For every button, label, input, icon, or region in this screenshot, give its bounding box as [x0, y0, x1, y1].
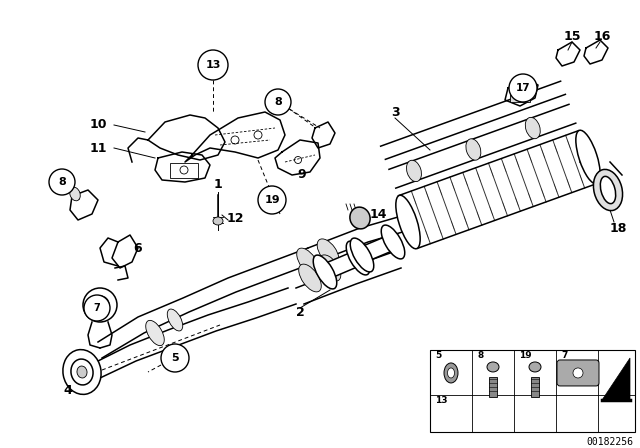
Ellipse shape: [573, 368, 583, 378]
Text: 6: 6: [134, 241, 142, 254]
Text: 1: 1: [214, 178, 222, 191]
Ellipse shape: [466, 139, 481, 160]
Circle shape: [49, 169, 75, 195]
FancyBboxPatch shape: [510, 88, 530, 102]
Ellipse shape: [487, 362, 499, 372]
Polygon shape: [321, 251, 362, 279]
Ellipse shape: [63, 349, 101, 394]
Ellipse shape: [396, 195, 420, 249]
Polygon shape: [358, 235, 397, 262]
Text: 18: 18: [609, 221, 627, 234]
Circle shape: [84, 295, 110, 321]
Ellipse shape: [406, 160, 422, 181]
FancyBboxPatch shape: [531, 377, 539, 397]
FancyBboxPatch shape: [557, 360, 599, 386]
Ellipse shape: [299, 264, 321, 292]
Ellipse shape: [600, 177, 616, 204]
Circle shape: [265, 89, 291, 115]
Text: 13: 13: [435, 396, 447, 405]
Circle shape: [509, 74, 537, 102]
Ellipse shape: [91, 296, 109, 314]
Ellipse shape: [83, 288, 117, 322]
Text: 17: 17: [516, 83, 531, 93]
Text: 14: 14: [369, 208, 387, 221]
Text: 00182256: 00182256: [586, 437, 633, 447]
Text: 4: 4: [63, 383, 72, 396]
Ellipse shape: [71, 359, 93, 385]
FancyBboxPatch shape: [430, 350, 635, 432]
Text: 12: 12: [227, 211, 244, 224]
Ellipse shape: [167, 309, 183, 331]
Text: 5: 5: [171, 353, 179, 363]
Ellipse shape: [213, 217, 223, 225]
Text: 8: 8: [58, 177, 66, 187]
Ellipse shape: [297, 248, 319, 276]
Text: 19: 19: [519, 351, 532, 360]
Ellipse shape: [529, 362, 541, 372]
Text: 7: 7: [561, 351, 568, 360]
Ellipse shape: [350, 207, 370, 229]
Text: 3: 3: [390, 105, 399, 119]
Ellipse shape: [319, 255, 341, 281]
Text: 7: 7: [93, 303, 100, 313]
Text: 10: 10: [89, 119, 107, 132]
Ellipse shape: [146, 320, 164, 345]
Text: 8: 8: [274, 97, 282, 107]
Ellipse shape: [317, 239, 339, 265]
Ellipse shape: [350, 238, 374, 272]
Text: 9: 9: [298, 168, 307, 181]
Text: 16: 16: [593, 30, 611, 43]
FancyBboxPatch shape: [489, 377, 497, 397]
Circle shape: [161, 344, 189, 372]
Polygon shape: [602, 358, 630, 400]
Text: 5: 5: [435, 351, 441, 360]
Text: 2: 2: [296, 306, 305, 319]
Ellipse shape: [576, 130, 600, 184]
Text: 11: 11: [89, 142, 107, 155]
Circle shape: [258, 186, 286, 214]
Ellipse shape: [70, 187, 80, 201]
Text: 8: 8: [477, 351, 483, 360]
Ellipse shape: [346, 241, 370, 275]
Ellipse shape: [593, 169, 623, 211]
Ellipse shape: [447, 368, 454, 378]
Circle shape: [198, 50, 228, 80]
Text: 19: 19: [264, 195, 280, 205]
Ellipse shape: [313, 255, 337, 289]
Ellipse shape: [381, 225, 404, 259]
Text: 13: 13: [205, 60, 221, 70]
Ellipse shape: [525, 117, 540, 139]
Ellipse shape: [444, 363, 458, 383]
Ellipse shape: [77, 366, 87, 378]
Text: 15: 15: [563, 30, 580, 43]
